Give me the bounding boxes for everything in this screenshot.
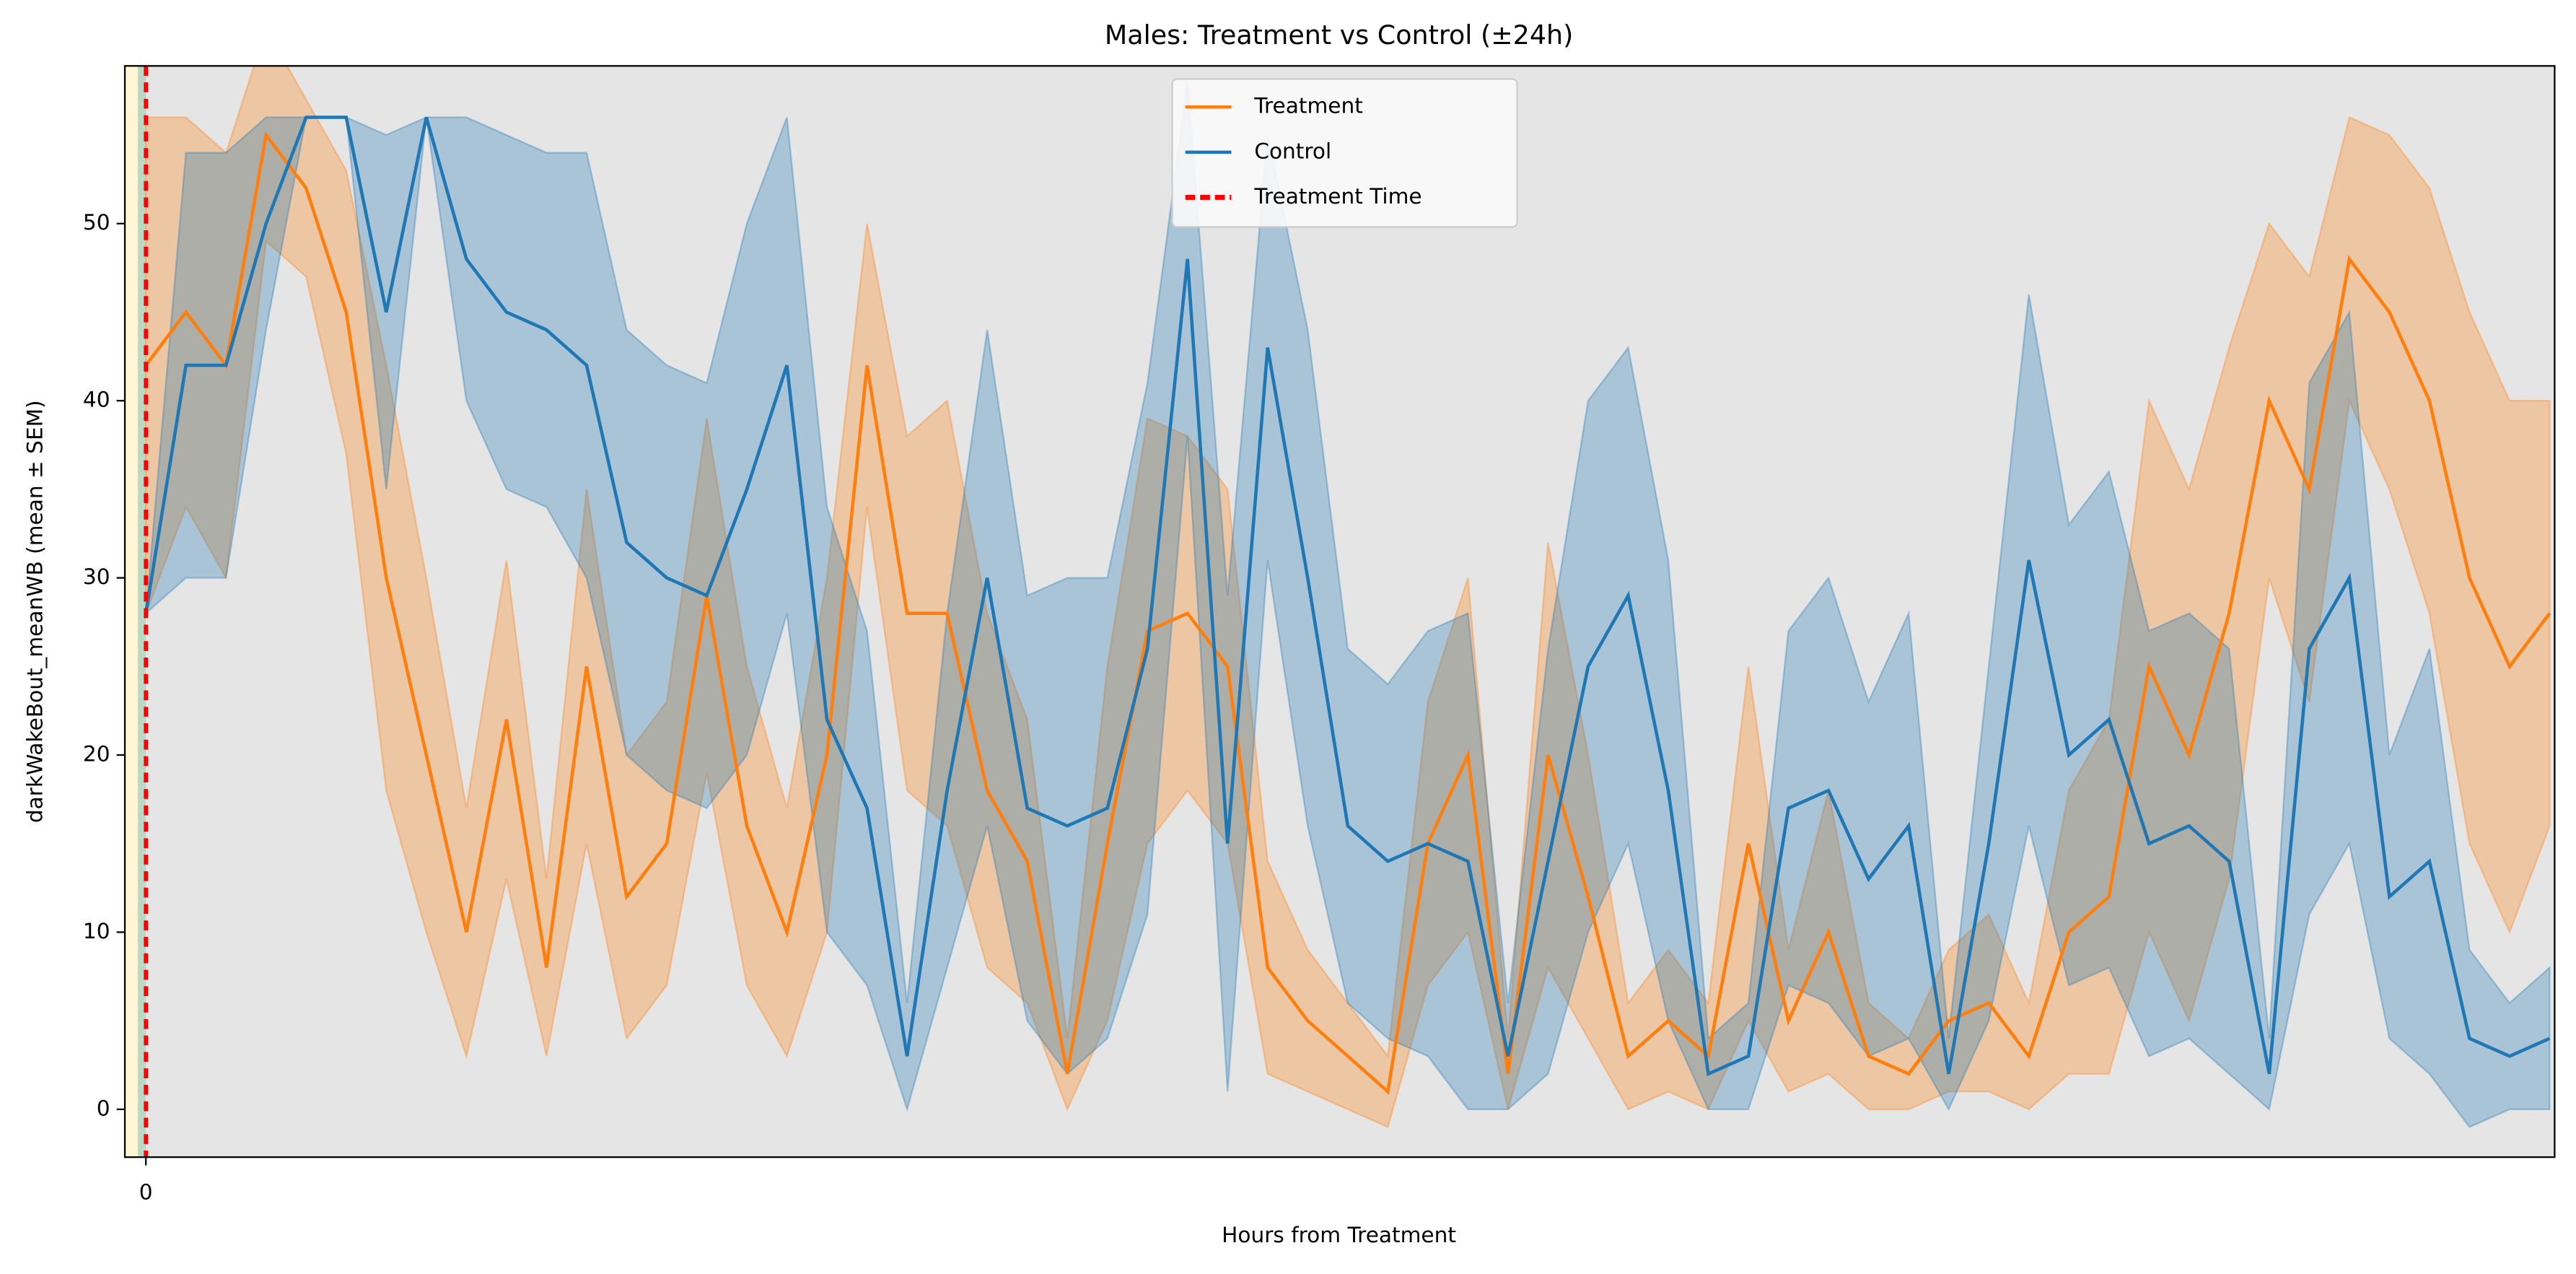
chart-title: Males: Treatment vs Control (±24h)	[1105, 19, 1573, 51]
y-axis-label: darkWakeBout_meanWB (mean ± SEM)	[23, 400, 48, 823]
x-tick-label: 0	[139, 1180, 153, 1205]
x-axis-label: Hours from Treatment	[1222, 1223, 1456, 1247]
legend: Treatment Control Treatment Time	[1171, 78, 1518, 228]
plot-frame	[123, 65, 2556, 1159]
series-line	[144, 115, 2551, 1077]
y-tick-label: 0	[97, 1096, 110, 1120]
legend-box	[1171, 78, 1518, 228]
shaded-span	[138, 66, 146, 1158]
plot-background	[125, 66, 2555, 1158]
shaded-span	[125, 66, 139, 1158]
legend-label: Control	[1254, 139, 1331, 163]
y-tick-label: 20	[83, 741, 110, 766]
legend-label: Treatment Time	[1253, 184, 1421, 209]
sem-band	[145, 66, 2551, 1128]
y-tick-label: 30	[83, 564, 110, 589]
legend-label: Treatment	[1253, 94, 1363, 118]
y-tick-label: 40	[83, 388, 110, 412]
plot-area	[125, 66, 2551, 1158]
y-tick-label: 10	[83, 919, 110, 943]
series-line	[144, 131, 2551, 1095]
y-tick-label: 50	[83, 210, 110, 235]
